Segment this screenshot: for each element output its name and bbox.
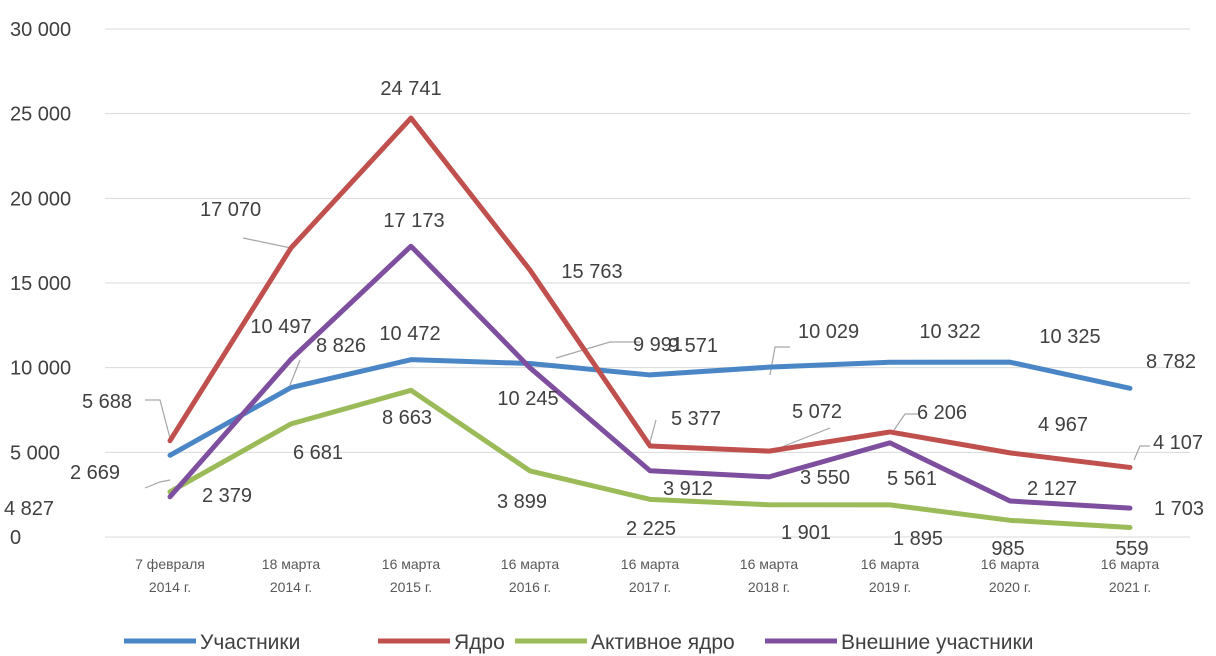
data-label: 5 688	[82, 391, 132, 413]
x-tick-label: 2019 г.	[869, 579, 911, 595]
data-label: 10 029	[798, 321, 859, 343]
x-tick-label: 2014 г.	[270, 579, 312, 595]
x-tick-label: 16 марта	[621, 556, 680, 572]
x-tick-label: 2017 г.	[629, 579, 671, 595]
x-tick-label: 2015 г.	[390, 579, 432, 595]
legend-label: Ядро	[454, 631, 505, 654]
x-tick-label: 2014 г.	[149, 579, 191, 595]
x-tick-label: 2016 г.	[509, 579, 551, 595]
data-label: 5 072	[792, 401, 842, 423]
y-tick-label: 20 000	[10, 188, 71, 210]
data-label: 10 472	[379, 323, 440, 345]
legend-label: Участники	[200, 631, 300, 654]
legend: Участники Ядро Активное ядро Внешние участн…	[124, 631, 1033, 654]
data-label: 2 127	[1027, 478, 1077, 500]
x-tick-label: 16 марта	[1101, 556, 1160, 572]
data-label: 5 377	[671, 408, 721, 430]
legend-label: Активное ядро	[591, 631, 735, 654]
data-label: 10 497	[250, 316, 311, 338]
data-label: 10 325	[1039, 326, 1100, 348]
series-line-4	[167, 243, 1133, 511]
data-label: 4 827	[4, 498, 54, 520]
y-tick-label: 0	[10, 527, 21, 549]
y-tick-label: 30 000	[10, 19, 71, 41]
x-tick-label: 2018 г.	[748, 579, 790, 595]
data-label: 559	[1115, 538, 1148, 560]
x-tick-label: 16 марта	[740, 556, 799, 572]
leader-line	[1133, 445, 1150, 461]
leader-line	[145, 399, 171, 439]
x-tick-label: 2020 г.	[989, 579, 1031, 595]
y-tick-label: 5 000	[10, 442, 60, 464]
data-label: 3 899	[497, 491, 547, 513]
data-label: 2 669	[70, 462, 120, 484]
x-tick-label: 16 марта	[382, 556, 441, 572]
data-label: 2 225	[626, 518, 676, 540]
data-label: 2 379	[202, 485, 252, 507]
data-label: 8 826	[316, 335, 366, 357]
data-label: 24 741	[380, 78, 441, 100]
data-labels: 4 827 8 826 10 472 10 245 9 571 10 029 10 322 1…	[4, 78, 1204, 560]
data-label: 1 901	[781, 522, 831, 544]
leader-line	[649, 419, 657, 443]
data-label: 9 571	[668, 335, 718, 357]
x-tick-label: 16 марта	[861, 556, 920, 572]
y-tick-label: 25 000	[10, 104, 71, 126]
leader-line	[769, 346, 790, 376]
data-label: 17 173	[383, 210, 444, 232]
data-label: 3 912	[663, 478, 713, 500]
x-tick-label: 7 февраля	[135, 556, 205, 572]
data-label: 15 763	[561, 261, 622, 283]
data-label: 1 703	[1154, 498, 1204, 520]
leader-line	[289, 359, 301, 386]
y-tick-label: 10 000	[10, 358, 71, 380]
y-axis: 0 5 000 10 000 15 000 20 000 25 000 30 000	[10, 19, 71, 549]
series-line-2	[167, 115, 1133, 470]
leader-line	[555, 341, 640, 359]
data-label: 6 681	[293, 442, 343, 464]
leader-line	[144, 479, 171, 489]
data-label: 4 967	[1038, 414, 1088, 436]
legend-label: Внешние участники	[841, 631, 1033, 654]
data-label: 5 561	[887, 468, 937, 490]
data-label: 17 070	[200, 199, 261, 221]
data-label: 8 663	[382, 407, 432, 429]
data-label: 985	[991, 538, 1024, 560]
x-tick-label: 16 марта	[501, 556, 560, 572]
data-label: 3 550	[800, 467, 850, 489]
series-lines	[167, 115, 1133, 531]
x-tick-label: 18 марта	[262, 556, 321, 572]
leader-line	[893, 413, 918, 431]
x-tick-label: 2021 г.	[1109, 579, 1151, 595]
y-tick-label: 15 000	[10, 273, 71, 295]
x-axis: 7 февраля 2014 г. 18 марта 2014 г. 16 марта 2…	[135, 556, 1159, 595]
series-line-3	[167, 387, 1133, 531]
x-tick-label: 16 марта	[981, 556, 1040, 572]
data-label: 4 107	[1153, 432, 1203, 454]
data-label: 6 206	[917, 402, 967, 424]
data-label: 10 322	[919, 321, 980, 343]
data-label: 10 245	[497, 388, 558, 410]
data-label: 9 991	[633, 334, 683, 356]
data-label: 8 782	[1146, 351, 1196, 373]
data-label: 1 895	[893, 528, 943, 550]
series-line-1	[167, 357, 1133, 458]
leader-line	[242, 237, 292, 249]
